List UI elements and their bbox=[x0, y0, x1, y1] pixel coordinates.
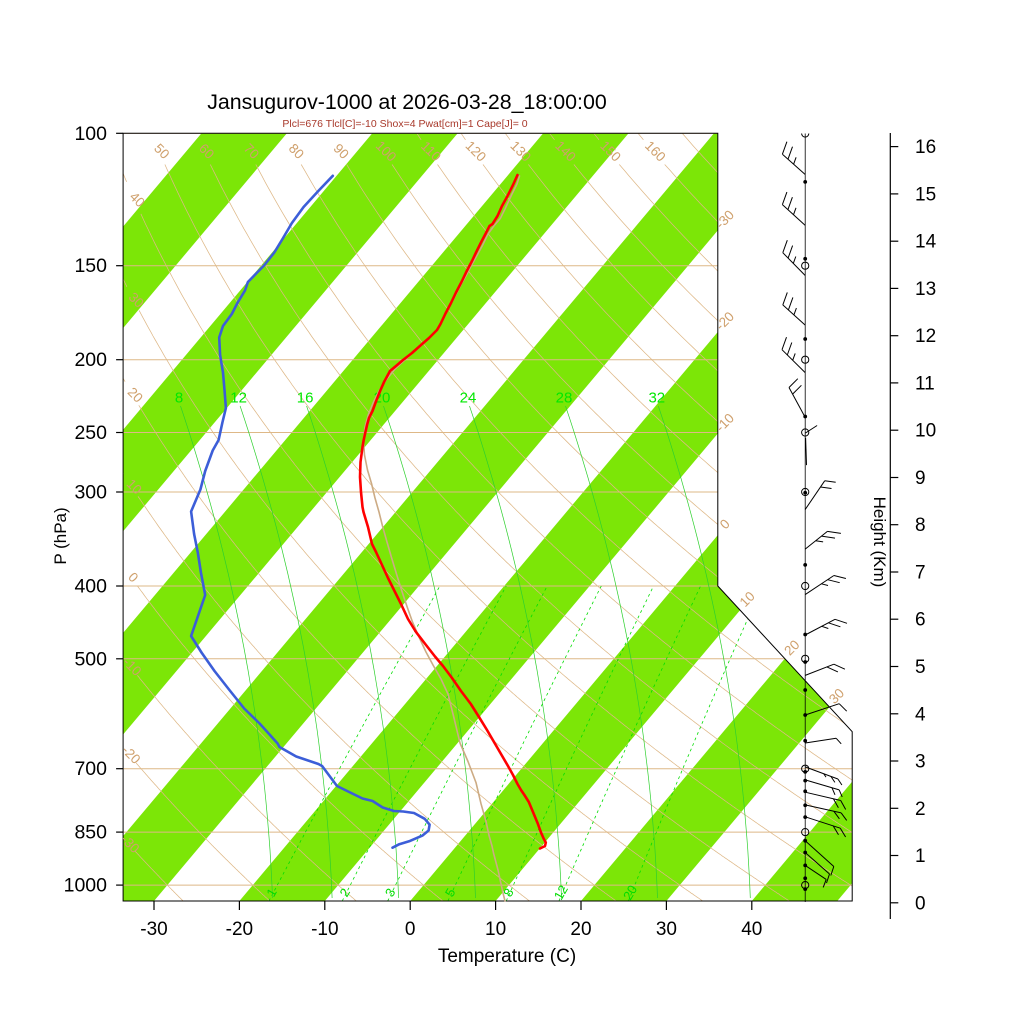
svg-text:300: 300 bbox=[74, 482, 107, 504]
svg-text:200: 200 bbox=[74, 349, 107, 371]
svg-text:7: 7 bbox=[915, 563, 926, 584]
svg-text:8: 8 bbox=[915, 515, 926, 536]
svg-text:150: 150 bbox=[74, 255, 107, 277]
svg-text:20: 20 bbox=[570, 919, 591, 940]
svg-text:15: 15 bbox=[915, 184, 936, 205]
svg-text:20: 20 bbox=[620, 882, 640, 902]
svg-text:9: 9 bbox=[915, 468, 926, 489]
svg-text:5: 5 bbox=[915, 657, 926, 678]
svg-text:0: 0 bbox=[405, 919, 416, 940]
svg-text:Plcl=676 Tlcl[C]=-10 Shox=4 Pw: Plcl=676 Tlcl[C]=-10 Shox=4 Pwat[cm]=1 C… bbox=[282, 118, 527, 130]
svg-text:1000: 1000 bbox=[64, 875, 108, 897]
svg-text:Height (Km): Height (Km) bbox=[870, 497, 889, 588]
svg-text:500: 500 bbox=[74, 648, 107, 670]
svg-text:30: 30 bbox=[126, 290, 147, 311]
svg-text:13: 13 bbox=[915, 279, 936, 300]
svg-text:400: 400 bbox=[74, 576, 107, 598]
svg-text:100: 100 bbox=[74, 123, 107, 145]
svg-text:24: 24 bbox=[460, 389, 477, 406]
svg-text:40: 40 bbox=[741, 919, 762, 940]
svg-text:12: 12 bbox=[230, 389, 247, 406]
svg-text:0: 0 bbox=[915, 893, 926, 914]
svg-text:16: 16 bbox=[297, 389, 314, 406]
svg-text:40: 40 bbox=[127, 189, 148, 210]
svg-text:11: 11 bbox=[915, 373, 935, 394]
svg-text:12: 12 bbox=[551, 882, 571, 902]
svg-text:30: 30 bbox=[826, 686, 847, 707]
svg-text:850: 850 bbox=[74, 822, 107, 844]
svg-text:-30: -30 bbox=[140, 919, 167, 940]
svg-text:10: 10 bbox=[915, 421, 936, 442]
svg-text:-10: -10 bbox=[311, 919, 338, 940]
svg-text:12: 12 bbox=[915, 326, 936, 347]
svg-text:-20: -20 bbox=[226, 919, 253, 940]
svg-text:Temperature (C): Temperature (C) bbox=[438, 946, 576, 967]
svg-text:3: 3 bbox=[915, 752, 926, 773]
svg-text:16: 16 bbox=[915, 137, 936, 158]
svg-text:28: 28 bbox=[556, 389, 573, 406]
svg-text:10: 10 bbox=[485, 919, 506, 940]
svg-text:1: 1 bbox=[915, 846, 926, 867]
svg-text:700: 700 bbox=[74, 758, 107, 780]
svg-text:14: 14 bbox=[915, 232, 937, 253]
svg-text:250: 250 bbox=[74, 422, 107, 444]
svg-text:6: 6 bbox=[915, 610, 926, 631]
svg-text:32: 32 bbox=[648, 389, 665, 406]
svg-text:8: 8 bbox=[175, 389, 183, 406]
svg-text:30: 30 bbox=[656, 919, 677, 940]
svg-text:2: 2 bbox=[915, 799, 926, 820]
svg-text:4: 4 bbox=[915, 704, 926, 725]
svg-text:P (hPa): P (hPa) bbox=[51, 507, 70, 564]
svg-text:Jansugurov-1000 at 2026-03-28_: Jansugurov-1000 at 2026-03-28_18:00:00 bbox=[207, 90, 607, 114]
